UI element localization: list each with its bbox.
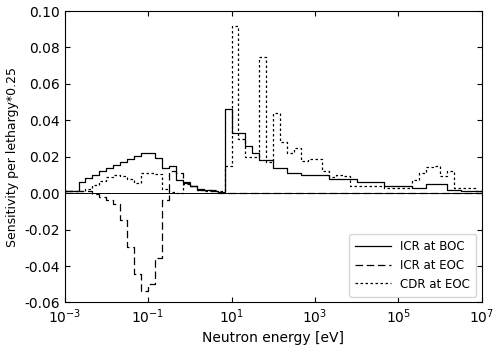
ICR at BOC — [472, 189, 478, 193]
ICR at BOC — [62, 189, 68, 193]
CDR at EOC — [180, 191, 186, 195]
Line: ICR at BOC: ICR at BOC — [64, 110, 482, 192]
ICR at BOC — [396, 184, 402, 188]
CDR at EOC — [152, 171, 158, 176]
CDR at EOC — [228, 24, 234, 28]
ICR at BOC — [152, 151, 158, 155]
CDR at EOC — [354, 184, 360, 188]
ICR at BOC — [173, 177, 179, 181]
ICR at EOC — [166, 169, 172, 173]
CDR at EOC — [472, 186, 478, 190]
ICR at BOC — [298, 173, 304, 177]
X-axis label: Neutron energy [eV]: Neutron energy [eV] — [202, 331, 344, 345]
ICR at EOC — [298, 191, 304, 195]
CDR at EOC — [396, 186, 402, 190]
CDR at EOC — [479, 189, 485, 193]
ICR at EOC — [472, 191, 478, 195]
ICR at BOC — [479, 189, 485, 193]
Legend: ICR at BOC, ICR at EOC, CDR at EOC: ICR at BOC, ICR at EOC, CDR at EOC — [350, 234, 476, 297]
Y-axis label: Sensitivity per lethargy*0.25: Sensitivity per lethargy*0.25 — [6, 67, 18, 247]
ICR at EOC — [152, 256, 158, 260]
ICR at EOC — [62, 189, 68, 193]
ICR at EOC — [479, 191, 485, 195]
Line: CDR at EOC: CDR at EOC — [64, 26, 482, 193]
ICR at EOC — [396, 191, 402, 195]
ICR at BOC — [222, 107, 228, 112]
ICR at EOC — [354, 191, 360, 195]
ICR at EOC — [180, 180, 186, 184]
ICR at BOC — [214, 190, 220, 194]
CDR at EOC — [173, 191, 179, 195]
Line: ICR at EOC: ICR at EOC — [64, 171, 482, 291]
CDR at EOC — [298, 159, 304, 163]
ICR at EOC — [138, 289, 144, 293]
CDR at EOC — [62, 189, 68, 193]
ICR at BOC — [354, 180, 360, 184]
